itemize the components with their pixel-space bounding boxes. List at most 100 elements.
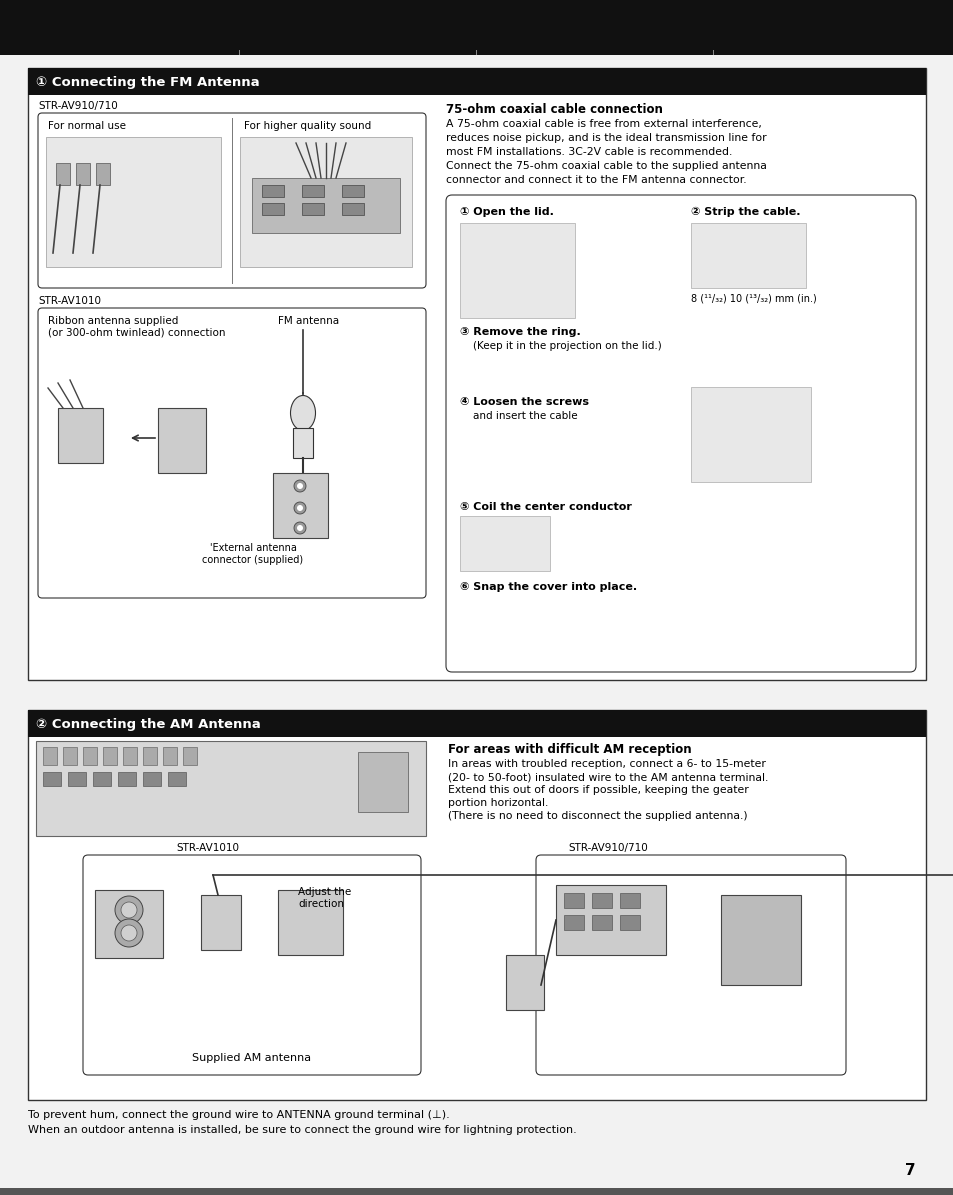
Bar (459, 516, 550, 571)
Text: STR-AV910/710: STR-AV910/710 (567, 842, 647, 853)
Bar (505, 955, 543, 1010)
FancyBboxPatch shape (38, 308, 426, 598)
Bar (262, 203, 284, 215)
Bar (103, 747, 117, 765)
Bar (341, 203, 364, 215)
Bar (563, 915, 583, 930)
Bar (143, 772, 161, 786)
Text: FM antenna: FM antenna (277, 315, 338, 326)
Bar (36, 741, 426, 836)
Bar (43, 772, 61, 786)
Text: most FM installations. 3C-2V cable is recommended.: most FM installations. 3C-2V cable is re… (446, 147, 732, 157)
Bar (83, 747, 97, 765)
Text: ① Open the lid.: ① Open the lid. (459, 207, 554, 217)
Bar (690, 387, 810, 482)
Text: For normal use: For normal use (48, 121, 126, 131)
Circle shape (294, 480, 306, 492)
Text: ② Strip the cable.: ② Strip the cable. (690, 207, 800, 217)
Bar (293, 428, 313, 458)
Bar (168, 772, 186, 786)
Text: 7: 7 (903, 1163, 914, 1178)
Bar (556, 885, 665, 955)
FancyBboxPatch shape (83, 854, 420, 1076)
Text: portion horizontal.: portion horizontal. (448, 798, 548, 808)
Bar (58, 407, 103, 462)
Bar (273, 473, 328, 538)
Text: (There is no need to disconnect the supplied antenna.): (There is no need to disconnect the supp… (448, 811, 747, 821)
Bar (592, 893, 612, 908)
Circle shape (296, 525, 303, 531)
Text: In areas with troubled reception, connect a 6- to 15-meter: In areas with troubled reception, connec… (448, 759, 765, 770)
Bar (28, 68, 925, 94)
Bar (262, 185, 284, 197)
Text: and insert the cable: and insert the cable (459, 411, 577, 421)
Bar (240, 137, 412, 266)
Text: Adjust the
direction: Adjust the direction (297, 887, 351, 908)
Text: 8 (¹¹/₃₂) 10 (¹³/₃₂) mm (in.): 8 (¹¹/₃₂) 10 (¹³/₃₂) mm (in.) (690, 293, 816, 304)
Bar (96, 163, 110, 185)
Bar (28, 710, 925, 1101)
Text: connector and connect it to the FM antenna connector.: connector and connect it to the FM anten… (446, 174, 746, 185)
Bar (341, 185, 364, 197)
Text: (Keep it in the projection on the lid.): (Keep it in the projection on the lid.) (459, 341, 661, 351)
Bar (713, 50, 714, 55)
Bar (619, 915, 639, 930)
Text: When an outdoor antenna is installed, be sure to connect the ground wire for lig: When an outdoor antenna is installed, be… (28, 1124, 577, 1135)
Text: STR-AV1010: STR-AV1010 (38, 296, 101, 306)
Text: Extend this out of doors if possible, keeping the geater: Extend this out of doors if possible, ke… (448, 785, 748, 795)
Bar (46, 137, 221, 266)
Bar (690, 223, 805, 288)
FancyBboxPatch shape (38, 114, 426, 288)
Bar (28, 68, 925, 680)
Bar (357, 752, 408, 811)
Circle shape (115, 919, 143, 946)
Bar (183, 747, 196, 765)
Circle shape (294, 502, 306, 514)
Text: reduces noise pickup, and is the ideal transmission line for: reduces noise pickup, and is the ideal t… (446, 133, 766, 143)
Bar (0, 1188, 953, 1195)
Bar (201, 895, 241, 950)
Text: ④ Loosen the screws: ④ Loosen the screws (459, 397, 588, 407)
Bar (592, 915, 612, 930)
Bar (123, 747, 137, 765)
Circle shape (296, 505, 303, 511)
Bar (476, 50, 477, 55)
Bar (302, 185, 324, 197)
Text: Supplied AM antenna: Supplied AM antenna (193, 1053, 312, 1064)
Text: ⑥ Snap the cover into place.: ⑥ Snap the cover into place. (459, 582, 637, 592)
Text: STR-AV1010: STR-AV1010 (175, 842, 239, 853)
Bar (0, 0, 953, 55)
FancyBboxPatch shape (536, 854, 845, 1076)
Text: ③ Remove the ring.: ③ Remove the ring. (459, 327, 580, 337)
Text: To prevent hum, connect the ground wire to ANTENNA ground terminal (⊥).: To prevent hum, connect the ground wire … (28, 1110, 449, 1120)
Bar (56, 163, 70, 185)
Ellipse shape (291, 396, 315, 430)
Bar (92, 772, 111, 786)
Bar (239, 50, 240, 55)
Bar (158, 407, 206, 473)
Bar (720, 895, 801, 985)
Bar (63, 747, 77, 765)
Bar (28, 710, 925, 737)
Bar (459, 223, 575, 318)
Text: ① Connecting the FM Antenna: ① Connecting the FM Antenna (36, 75, 259, 88)
Bar (95, 890, 163, 958)
Circle shape (115, 896, 143, 924)
Circle shape (294, 522, 306, 534)
Bar (143, 747, 157, 765)
Bar (563, 893, 583, 908)
Circle shape (296, 483, 303, 489)
Text: ② Connecting the AM Antenna: ② Connecting the AM Antenna (36, 717, 260, 730)
Text: 75-ohm coaxial cable connection: 75-ohm coaxial cable connection (446, 103, 662, 116)
Text: Ribbon antenna supplied
(or 300-ohm twinlead) connection: Ribbon antenna supplied (or 300-ohm twin… (48, 315, 225, 338)
Bar (76, 163, 90, 185)
Bar (302, 203, 324, 215)
Bar (43, 747, 57, 765)
Text: 'External antenna
connector (supplied): 'External antenna connector (supplied) (202, 543, 303, 564)
Circle shape (121, 925, 137, 940)
Circle shape (121, 902, 137, 918)
Text: STR-AV910/710: STR-AV910/710 (38, 102, 117, 111)
Text: (20- to 50-foot) insulated wire to the AM antenna terminal.: (20- to 50-foot) insulated wire to the A… (448, 772, 767, 782)
Bar (118, 772, 136, 786)
Text: A 75-ohm coaxial cable is free from external interference,: A 75-ohm coaxial cable is free from exte… (446, 120, 761, 129)
